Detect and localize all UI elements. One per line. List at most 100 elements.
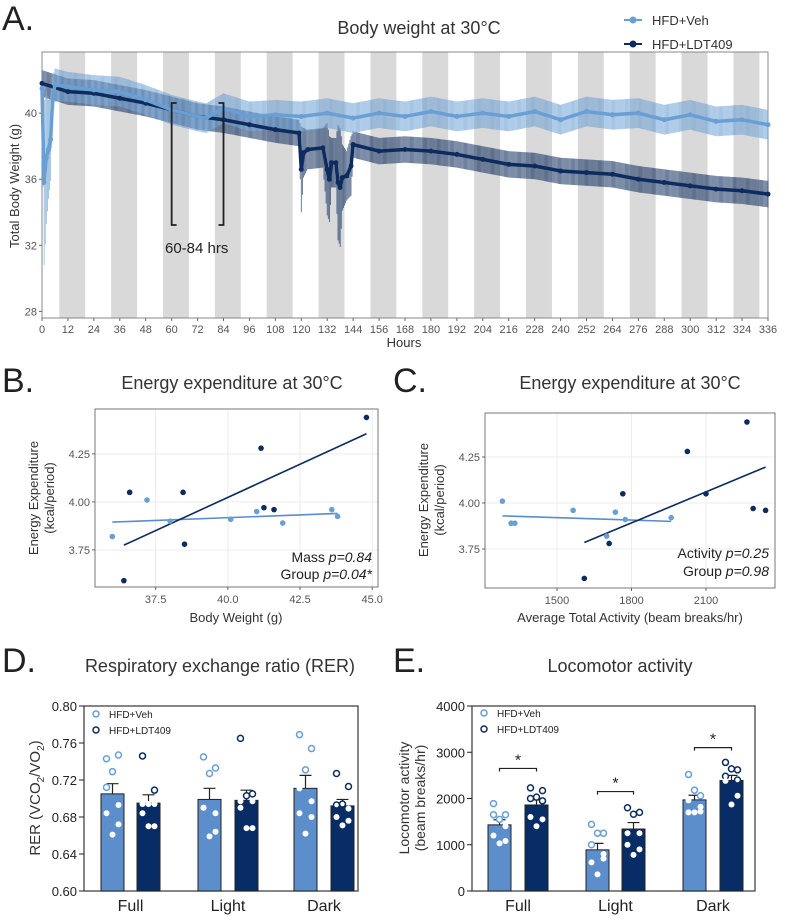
legend-ldt-marker — [629, 40, 637, 48]
y-tick-label: 0.64 — [52, 847, 77, 862]
individual-point — [533, 823, 540, 830]
x-tick-label: Full — [505, 898, 531, 915]
individual-point — [594, 871, 601, 878]
individual-point — [302, 830, 309, 837]
individual-point — [332, 769, 341, 778]
individual-point — [301, 766, 310, 774]
data-point-veh — [511, 520, 518, 527]
individual-point — [333, 814, 340, 820]
data-point-veh — [144, 497, 150, 503]
legend-ldt-label: HFD+LDT409 — [109, 726, 171, 737]
individual-point — [599, 829, 608, 837]
individual-point — [108, 767, 117, 776]
individual-point — [249, 798, 256, 805]
individual-point — [151, 801, 158, 808]
data-point — [635, 110, 641, 116]
data-point — [298, 166, 304, 172]
panel-a-plot: 28 32 36 40 0 12 24 36 48 60 72 84 96 108 120 132 144 156… — [25, 51, 777, 336]
individual-point — [624, 841, 631, 848]
individual-point — [296, 810, 303, 817]
individual-point — [150, 786, 159, 794]
regression-line-veh — [112, 512, 338, 523]
y-tick-label: 2000 — [436, 792, 465, 807]
individual-point — [495, 815, 504, 824]
data-point — [376, 148, 382, 154]
individual-point — [593, 829, 602, 837]
y-tick-label: 3.75 — [459, 544, 480, 556]
individual-point — [489, 799, 498, 808]
data-point-veh — [622, 516, 629, 523]
individual-point — [685, 809, 692, 816]
data-point — [333, 160, 339, 166]
individual-point — [697, 808, 704, 815]
individual-point — [727, 765, 736, 773]
panel-c-xlabel: Average Total Activity (beam breaks/hr) — [517, 610, 743, 625]
x-tick-label: 1800 — [619, 595, 643, 607]
data-point — [52, 82, 58, 88]
individual-point — [600, 851, 607, 857]
y-tick-label: 32 — [25, 240, 37, 252]
panel-c-annotation-activity: Activity p=0.25 — [678, 545, 770, 561]
x-tick-label: 324 — [733, 324, 751, 336]
individual-point — [109, 831, 116, 838]
data-point — [65, 84, 71, 90]
data-point — [532, 108, 538, 114]
individual-point — [237, 798, 244, 805]
ylabel-part: /VO — [27, 751, 44, 777]
x-tick-label: 300 — [681, 324, 699, 336]
panel-d-ylabel: RER (VCO2/VO2) — [27, 740, 47, 855]
data-point — [195, 113, 201, 119]
individual-point — [145, 823, 152, 830]
data-point — [584, 108, 589, 114]
data-point-ldt — [261, 504, 267, 511]
individual-point — [527, 814, 534, 820]
panel-a-ylabel: Total Body Weight (g) — [7, 124, 22, 248]
data-point — [50, 94, 56, 100]
bar-veh — [293, 787, 318, 892]
y-tick-label: 28 — [25, 306, 37, 318]
dark-phase-band — [214, 52, 241, 318]
data-point-veh — [253, 508, 260, 515]
panel-d-plot: 0.60 0.64 0.68 0.72 0.76 0.80 Full Light Dark — [52, 699, 359, 915]
dark-phase-band — [422, 52, 449, 318]
data-point — [39, 85, 45, 91]
individual-point — [237, 804, 244, 811]
x-tick-label: 240 — [551, 324, 569, 336]
regression-line-ldt — [123, 433, 367, 546]
data-point-ldt — [744, 419, 750, 425]
data-point — [272, 112, 278, 118]
y-tick-label: 4.25 — [459, 452, 480, 464]
x-tick-label: Light — [598, 898, 633, 915]
plot-frame — [484, 412, 776, 589]
individual-point — [199, 753, 208, 761]
data-point — [39, 80, 45, 86]
data-point-veh — [570, 507, 576, 514]
data-point — [376, 110, 382, 116]
data-point — [300, 150, 306, 156]
legend-ldt-marker — [92, 726, 100, 734]
data-point — [272, 127, 278, 133]
panel-d-legend: HFD+Veh HFD+LDT409 — [92, 710, 171, 737]
panel-c-title: Energy expenditure at 30°C — [519, 373, 740, 393]
data-point — [335, 180, 341, 186]
x-tick-label: 108 — [266, 324, 284, 336]
individual-point — [490, 832, 497, 839]
annotation-p: p=0.04* — [322, 566, 372, 582]
panel-c-ylabel-2: (kcal/period) — [432, 464, 447, 536]
data-point — [558, 117, 564, 123]
x-tick-label: 48 — [140, 324, 152, 336]
data-point — [765, 191, 771, 197]
individual-point — [212, 810, 219, 817]
individual-point — [733, 776, 742, 784]
regression-line-ldt — [584, 466, 766, 544]
data-point — [203, 115, 209, 121]
data-point-ldt — [703, 490, 709, 497]
panel-e-title: Locomotor activity — [547, 656, 692, 676]
data-point — [344, 173, 350, 179]
individual-point — [588, 859, 595, 866]
data-point — [350, 142, 356, 148]
significance-bracket — [693, 747, 733, 751]
data-point-ldt — [581, 575, 588, 582]
individual-point — [115, 801, 122, 808]
bracket-label: 60-84 hrs — [165, 240, 228, 257]
